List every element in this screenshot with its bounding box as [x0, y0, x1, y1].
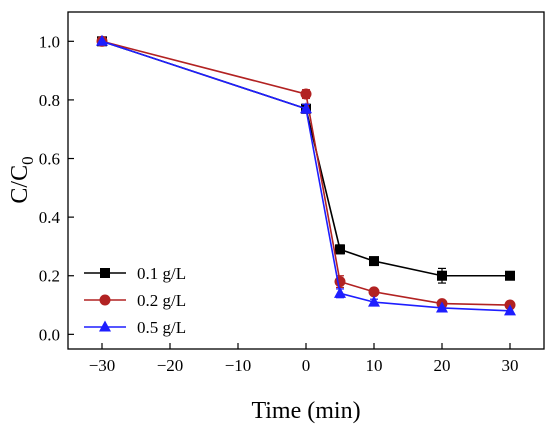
- x-tick-label: 0: [302, 356, 311, 375]
- legend-label: 0.1 g/L: [137, 264, 186, 283]
- legend-label: 0.2 g/L: [137, 291, 186, 310]
- legend-marker: [99, 294, 111, 306]
- x-tick-label: 30: [502, 356, 519, 375]
- legend-label: 0.5 g/L: [137, 318, 186, 337]
- legend-entry-0: 0.1 g/L: [84, 264, 186, 283]
- series-line: [101, 40, 511, 312]
- data-point: [504, 304, 516, 316]
- y-tick-label: 0.0: [39, 325, 60, 344]
- data-point: [436, 301, 448, 313]
- y-tick-label: 1.0: [39, 32, 60, 51]
- data-point: [505, 270, 515, 281]
- series-1: [96, 35, 516, 311]
- data-point: [300, 88, 312, 100]
- y-tick-label: 0.2: [39, 267, 60, 286]
- series-0: [97, 36, 515, 284]
- y-tick-label: 0.8: [39, 91, 60, 110]
- data-point: [334, 286, 346, 298]
- x-tick-label: −20: [157, 356, 184, 375]
- x-tick-label: −30: [89, 356, 116, 375]
- data-point: [96, 34, 108, 46]
- data-point: [437, 270, 447, 281]
- y-axis-title: C/C0: [7, 156, 37, 203]
- legend-marker: [99, 320, 111, 332]
- data-point: [300, 102, 312, 114]
- y-axis-title-subscript: 0: [18, 156, 37, 165]
- legend-entry-2: 0.5 g/L: [84, 318, 186, 337]
- data-point: [368, 286, 380, 298]
- series-line: [101, 40, 511, 306]
- x-tick-label: 10: [366, 356, 383, 375]
- data-point: [368, 295, 380, 307]
- y-tick-label: 0.4: [39, 208, 61, 227]
- y-axis-title-main: C/C: [7, 165, 33, 204]
- plot-frame: [67, 11, 545, 350]
- series-2: [96, 34, 516, 316]
- data-point: [369, 256, 379, 267]
- data-point: [335, 244, 345, 255]
- x-tick-label: 20: [434, 356, 451, 375]
- legend-marker: [100, 268, 110, 278]
- legend-entry-1: 0.2 g/L: [84, 291, 186, 310]
- x-tick-label: −10: [225, 356, 252, 375]
- y-tick-label: 0.6: [39, 150, 60, 169]
- series-line: [101, 40, 510, 277]
- data-point: [334, 276, 346, 288]
- x-axis-title: Time (min): [251, 398, 360, 424]
